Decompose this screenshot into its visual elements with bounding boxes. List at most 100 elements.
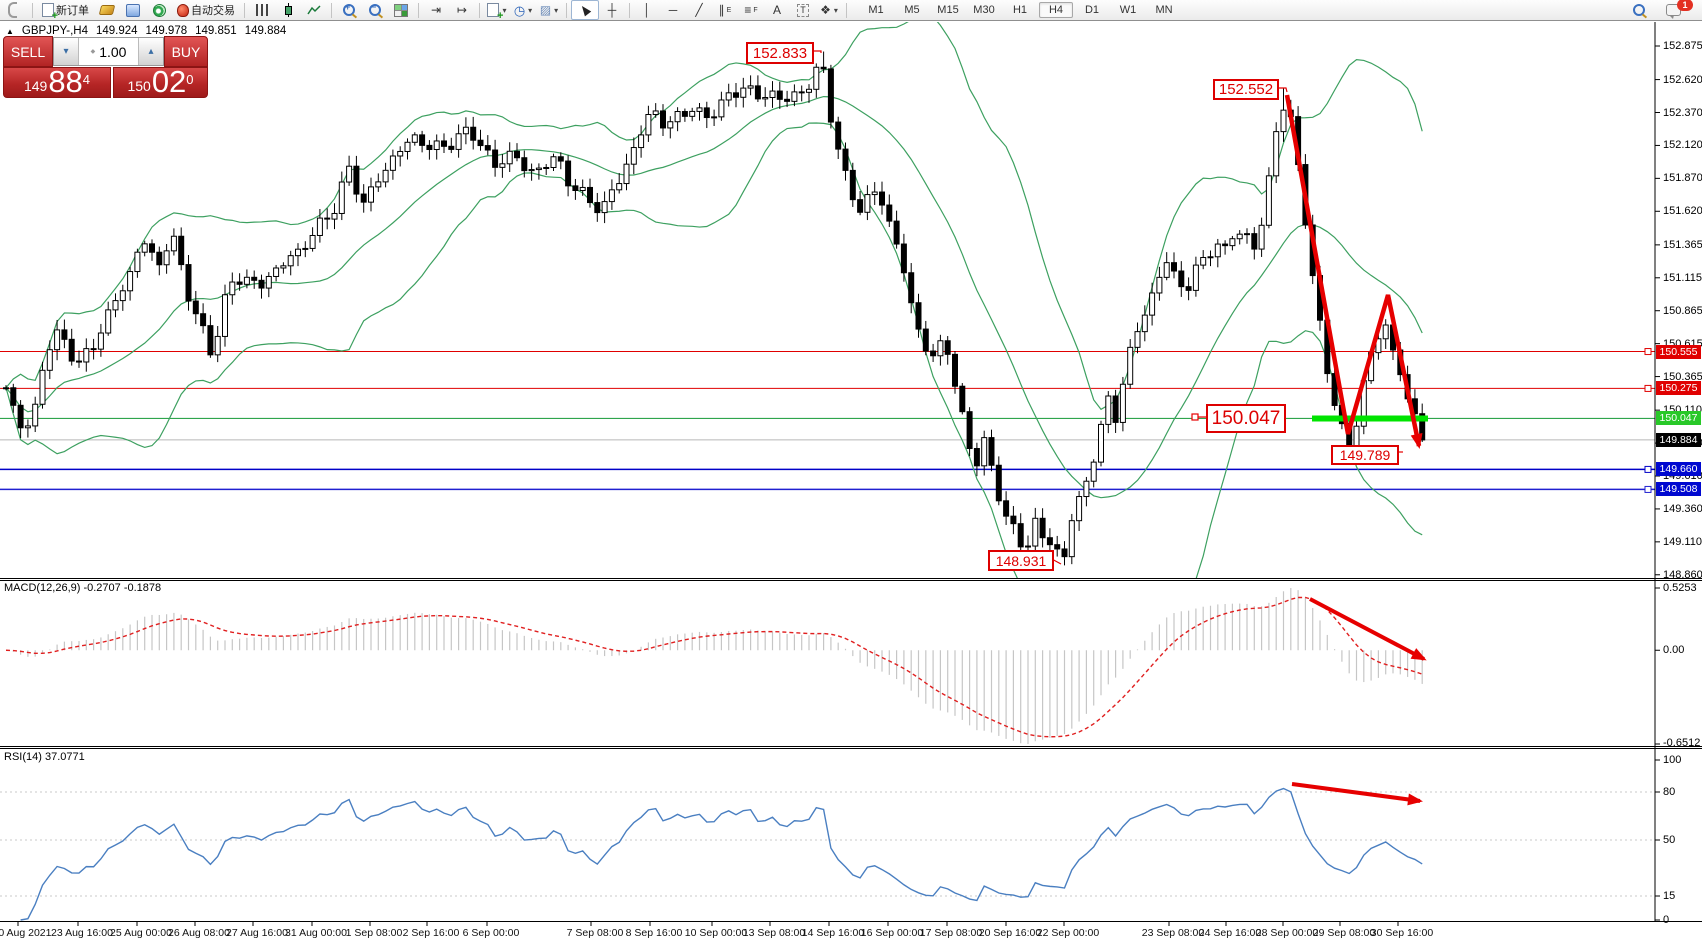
- periods-button[interactable]: ◷ ▾: [510, 1, 536, 19]
- price-annotation[interactable]: 152.833: [746, 42, 814, 64]
- macd-axis-max: 0.5253: [1663, 582, 1697, 594]
- timeframe-h4[interactable]: H4: [1039, 2, 1073, 18]
- time-axis-label: 29 Sep 08:00: [1312, 927, 1376, 939]
- buy-button[interactable]: BUY: [164, 36, 208, 67]
- toolbar-separator: [418, 2, 419, 18]
- price-axis-tick: 152.875: [1663, 40, 1702, 52]
- volume-spinner: ▾ ◆ 1.00 ▴: [53, 37, 164, 66]
- time-axis-label: 30 Sep 16:00: [1370, 927, 1434, 939]
- bar-chart-button[interactable]: [249, 1, 275, 19]
- price-tag: 150.555: [1656, 344, 1701, 359]
- text-tool[interactable]: A: [772, 3, 781, 17]
- time-axis-label: 23 Sep 08:00: [1141, 927, 1205, 939]
- toolbar-separator: [629, 2, 630, 18]
- time-axis-label: 20 Sep 16:00: [978, 927, 1042, 939]
- timeframe-mn[interactable]: MN: [1155, 4, 1173, 16]
- timeframe-h1[interactable]: H1: [1012, 4, 1028, 16]
- price-annotation[interactable]: 150.047: [1206, 404, 1286, 433]
- horizontal-line-tool[interactable]: ─: [668, 3, 678, 17]
- rsi-axis-label: 50: [1663, 834, 1676, 846]
- time-axis-label: 20 Aug 2021: [0, 927, 52, 939]
- timeframe-w1[interactable]: W1: [1119, 4, 1137, 16]
- text-label-tool[interactable]: T: [790, 1, 816, 19]
- auto-trading-label: 自动交易: [191, 5, 235, 17]
- vertical-line-tool[interactable]: │: [643, 3, 651, 17]
- time-axis-label: 6 Sep 00:00: [462, 927, 520, 939]
- clipped-chart-icon[interactable]: [2, 1, 28, 19]
- timeframe-m5[interactable]: M5: [904, 4, 920, 16]
- chart-shift-button[interactable]: ↦: [456, 3, 468, 17]
- timeframe-m1[interactable]: M1: [868, 4, 884, 16]
- new-chart-button[interactable]: ▾: [484, 1, 510, 22]
- new-chart-icon: [487, 3, 503, 22]
- fibonacci-tool[interactable]: ≡ F: [744, 3, 758, 17]
- price-axis-tick: 151.620: [1663, 205, 1702, 218]
- new-order-label: 新订单: [56, 5, 89, 17]
- timeframe-group: M1 M5 M15 M30 H1 H4 D1 W1 MN: [859, 2, 1181, 18]
- notifications-button[interactable]: 1: [1660, 0, 1693, 19]
- macd-axis-zero: 0.00: [1663, 644, 1685, 657]
- window-icon: [126, 3, 140, 17]
- volume-decrease-button[interactable]: ▾: [54, 38, 79, 65]
- template-icon: ▨: [539, 3, 552, 17]
- price-axis-tick: 151.365: [1663, 238, 1702, 251]
- zoom-in-button[interactable]: +: [336, 1, 362, 19]
- auto-scroll-button[interactable]: ⇥: [430, 3, 442, 17]
- timeframe-d1[interactable]: D1: [1084, 4, 1100, 16]
- timeframe-m15[interactable]: M15: [937, 4, 959, 16]
- templates-button[interactable]: ▨ ▾: [536, 1, 562, 19]
- tile-windows-button[interactable]: [388, 1, 414, 19]
- cursor-tool-button[interactable]: [571, 0, 599, 20]
- market-watch-button[interactable]: [120, 1, 146, 19]
- clock-icon: ◷: [513, 2, 526, 18]
- price-annotation[interactable]: 152.552: [1213, 79, 1279, 100]
- collapse-trade-panel-icon[interactable]: ▲: [6, 26, 14, 36]
- price-axis-tick: 152.120: [1663, 139, 1702, 152]
- sell-price[interactable]: 149 88 4: [3, 66, 111, 98]
- price-axis-tick: 152.370: [1663, 106, 1702, 119]
- time-axis-label: 2 Sep 16:00: [402, 927, 460, 939]
- rsi-axis-label: 0: [1663, 914, 1670, 926]
- chevron-down-icon: ▾: [502, 5, 507, 15]
- price-annotation[interactable]: 148.931: [988, 550, 1054, 571]
- timeframe-m30[interactable]: M30: [973, 4, 995, 16]
- time-axis-label: 26 Aug 08:00: [168, 927, 230, 939]
- candlestick-icon: [284, 3, 293, 17]
- equidistant-channel-tool[interactable]: ∥ E: [718, 3, 732, 17]
- indicators-button[interactable]: [94, 1, 120, 19]
- candlestick-chart-button[interactable]: [275, 1, 301, 19]
- price-axis-tick: 150.365: [1663, 370, 1702, 383]
- signals-button[interactable]: [146, 1, 172, 19]
- time-axis-label: 31 Aug 00:00: [285, 927, 347, 939]
- cursor-icon: [578, 3, 592, 17]
- price-tag: 149.884: [1656, 432, 1701, 447]
- ohlc-open: 149.924: [95, 25, 138, 37]
- signal-icon: [152, 3, 166, 17]
- main-toolbar: 新订单 自动交易 + − ⇥ ↦ ▾ ◷▾ ▨▾ ┼ │ ─ ╱ ∥E ≡F A…: [0, 0, 1702, 22]
- line-chart-button[interactable]: [301, 1, 327, 19]
- toolbar-separator: [566, 2, 567, 18]
- volume-input[interactable]: ◆ 1.00: [90, 43, 127, 60]
- time-axis-label: 10 Sep 00:00: [684, 927, 748, 939]
- price-axis-tick: 151.115: [1663, 271, 1702, 284]
- crosshair-tool-button[interactable]: ┼: [607, 3, 617, 17]
- ohlc-high: 149.978: [145, 25, 188, 37]
- toolbar-separator: [479, 2, 480, 18]
- zoom-out-button[interactable]: −: [362, 1, 388, 19]
- new-order-icon: [42, 3, 58, 22]
- search-icon[interactable]: [1626, 1, 1652, 19]
- auto-trading-button[interactable]: 自动交易: [172, 1, 240, 19]
- new-order-button[interactable]: 新订单: [37, 1, 94, 22]
- trendline-tool[interactable]: ╱: [695, 3, 703, 17]
- time-axis-label: 14 Sep 16:00: [801, 927, 865, 939]
- chevron-down-icon: ▾: [833, 5, 838, 15]
- price-annotation[interactable]: 149.789: [1331, 445, 1399, 465]
- buy-price[interactable]: 150 02 0: [113, 66, 208, 98]
- volume-increase-button[interactable]: ▴: [138, 38, 163, 65]
- auto-trading-icon: [177, 3, 189, 17]
- sell-button[interactable]: SELL: [3, 36, 53, 67]
- time-axis-label: 28 Sep 00:00: [1255, 927, 1319, 939]
- text-label-icon: T: [797, 3, 809, 17]
- arrows-tool[interactable]: ❖ ▾: [820, 3, 838, 17]
